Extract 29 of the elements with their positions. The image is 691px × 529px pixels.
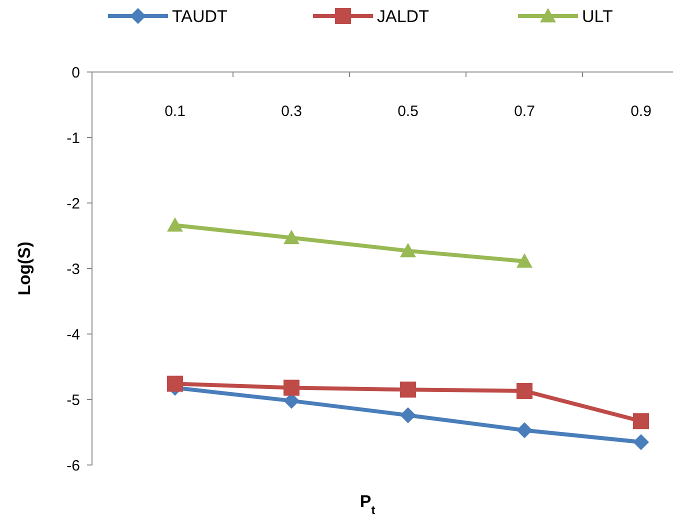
point [516,253,532,268]
point [633,413,649,430]
y-tick-label: -1 [66,130,80,147]
x-tick-label: 0.3 [281,103,302,120]
point [400,242,416,258]
point [167,217,183,232]
point [516,422,532,438]
x-tick-label: 0.7 [514,103,535,120]
y-tick-label: -6 [66,457,80,474]
point [167,376,183,392]
y-tick-label: 0 [72,64,80,82]
x-tick-label: 0.1 [164,103,186,120]
y-axis-title: Log(S) [15,242,34,296]
y-tick-label: -4 [66,326,80,344]
x-axis-title: P$_{t}$ [360,492,376,517]
legend-label: TAUDT [172,6,228,26]
x-tick-label: 0.9 [630,103,652,120]
point [516,382,532,399]
legend-label: ULT [582,6,613,26]
y-tick-label: -3 [66,260,80,278]
point [400,407,416,424]
y-tick-label: -5 [66,392,80,409]
point [284,380,300,396]
legend-label: JALDT [377,6,429,26]
y-tick-label: -2 [66,195,80,212]
point [400,382,416,398]
point [284,230,300,244]
x-tick-label: 0.5 [398,103,418,120]
point [633,434,649,450]
